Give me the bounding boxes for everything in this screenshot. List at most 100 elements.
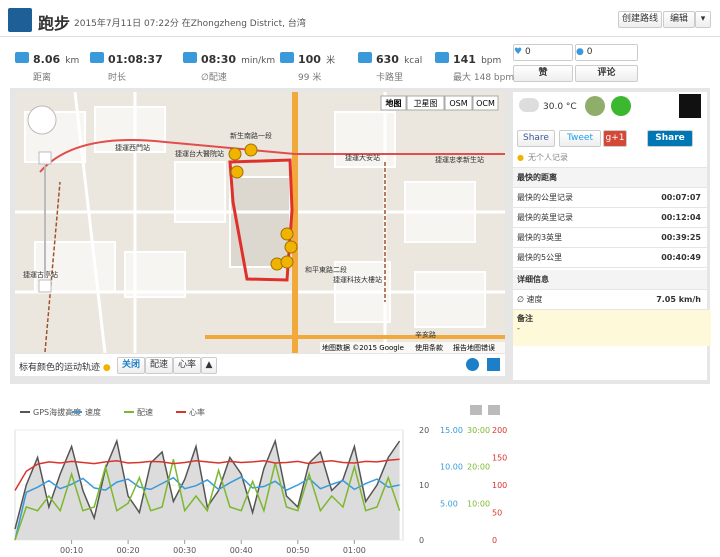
map-label: 捷運忠孝新生站 xyxy=(435,155,484,164)
map-type-button[interactable] xyxy=(444,95,473,111)
map-label: 辛亥路 xyxy=(415,330,436,339)
app-icon xyxy=(8,8,32,32)
stat-icon xyxy=(435,52,449,63)
stat-unit: kcal xyxy=(404,56,423,66)
stat: 141 bpm 最大 148 bpm xyxy=(435,48,514,83)
like-button[interactable]: 赞 xyxy=(513,65,573,82)
create-route-button[interactable]: 创建路线 xyxy=(618,11,662,28)
y-tick-label: 30:00 xyxy=(467,426,490,435)
map-label: 捷運台大醫院站 xyxy=(175,149,224,158)
stat-label: ∅配速 xyxy=(201,73,227,83)
stat-value: 141 xyxy=(453,53,476,66)
zoom-in[interactable] xyxy=(38,151,52,165)
detail-row: ∅ 速度 7.05 km/h xyxy=(513,290,707,310)
record-time: 00:07:07 xyxy=(661,193,701,202)
stat-icon xyxy=(358,52,372,63)
comments: 0 xyxy=(586,47,593,57)
y-tick-label: 10.00 xyxy=(440,463,463,472)
map-footer[interactable]: 使用条款 xyxy=(415,343,443,352)
subtitle: 2015年7月11日 07:22分 在Zhongzheng District, … xyxy=(74,19,306,29)
map: 捷運西門站 捷運台大醫院站 新生南路一段 捷運大安站 捷運科技大樓站 和平東路二… xyxy=(15,92,505,353)
zoom-out[interactable] xyxy=(38,279,52,293)
map-type-button[interactable] xyxy=(406,95,445,111)
record-row: 最快的3英里 00:39:25 xyxy=(513,228,707,248)
pan-control[interactable] xyxy=(27,105,57,135)
stat-unit: min/km xyxy=(241,56,276,66)
y-tick-label: 150 xyxy=(492,454,507,463)
y-tick-label: 0 xyxy=(492,536,497,545)
record-row: 最快的公里记录 00:07:07 xyxy=(513,188,707,208)
stat-unit: 米 xyxy=(326,56,336,66)
map-type-button[interactable] xyxy=(380,95,407,111)
title: 跑步 xyxy=(38,14,71,33)
stat-label: 时长 xyxy=(108,73,127,83)
stat-value: 630 xyxy=(376,53,399,66)
mood xyxy=(611,96,631,116)
print-icon[interactable] xyxy=(470,405,482,415)
stat-unit: bpm xyxy=(481,56,502,66)
x-tick-label: 00:30 xyxy=(173,546,196,555)
track-off[interactable]: 关闭 xyxy=(117,357,145,374)
comment-button[interactable]: 评论 xyxy=(575,65,638,82)
fb-share[interactable]: Share xyxy=(517,130,555,147)
menu-button[interactable]: ▾ xyxy=(695,11,711,28)
map-type-label: OSM xyxy=(449,99,467,108)
download-icon[interactable] xyxy=(488,405,500,415)
stat-icon xyxy=(15,52,29,63)
stat: 08:30 min/km ∅配速 xyxy=(183,48,275,83)
stat-value: 08:30 xyxy=(201,53,237,66)
x-tick-label: 00:20 xyxy=(117,546,140,555)
tweet[interactable]: Tweet xyxy=(559,130,601,147)
map-type-button[interactable] xyxy=(472,95,499,111)
series-line xyxy=(14,458,400,491)
record-name: 最快的公里记录 xyxy=(517,193,573,202)
stat: 100 米 99 米 xyxy=(280,48,335,83)
stat-label: 距离 xyxy=(33,73,52,83)
sport-badge xyxy=(679,94,701,118)
stat-icon xyxy=(90,52,104,63)
personal: 无个人记录 xyxy=(527,153,568,162)
stat-icon xyxy=(183,52,197,63)
settings-icon[interactable] xyxy=(466,358,479,371)
y-tick-label: 5.00 xyxy=(440,499,458,508)
record-time: 00:39:25 xyxy=(661,233,701,242)
edit-button[interactable]: 编辑 xyxy=(663,11,695,28)
weather-icon xyxy=(519,98,539,112)
detail-name: ∅ 速度 xyxy=(517,295,543,304)
y-tick-label: 200 xyxy=(492,426,507,435)
record-name: 最快的5公里 xyxy=(517,253,563,262)
y-tick-label: 10 xyxy=(419,481,429,490)
map-footer: 地图数据 ©2015 Google xyxy=(322,343,404,352)
y-tick-label: 0 xyxy=(419,536,424,545)
legend-label: 心率 xyxy=(189,407,205,417)
y-tick-label: 50 xyxy=(492,509,502,518)
chart: 0 10 20 5.00 10.00 15.00 10:00 20:00 30:00 0 50 100… xyxy=(14,407,507,555)
map-footer[interactable]: 报告地图错误 xyxy=(453,343,495,352)
stat-value: 8.06 xyxy=(33,53,61,66)
stat: 630 kcal 卡路里 xyxy=(358,48,422,83)
record-time: 00:40:49 xyxy=(661,253,701,262)
x-tick-label: 00:50 xyxy=(286,546,309,555)
track-label-text: 标有颜色的运动轨迹 xyxy=(19,363,101,373)
track-toggle[interactable]: ▲ xyxy=(201,357,217,374)
records-title: 最快的距离 xyxy=(513,168,707,188)
legend-label: 配速 xyxy=(137,408,153,417)
track-pace[interactable]: 配速 xyxy=(145,357,173,374)
track-hr[interactable]: 心率 xyxy=(173,357,201,374)
linkedin-share[interactable]: Share xyxy=(647,130,693,147)
stat-label: 最大 148 bpm xyxy=(453,73,515,83)
comments-box: ● 0 xyxy=(575,44,638,61)
gplus[interactable]: g+1 xyxy=(603,130,627,147)
stat-label: 99 米 xyxy=(298,73,322,83)
stat-icon xyxy=(280,52,294,63)
map-label: 捷運大安站 xyxy=(345,153,380,162)
track-label: 标有颜色的运动轨迹 ● xyxy=(19,363,111,373)
fullscreen-icon[interactable] xyxy=(487,358,500,371)
stat-unit: km xyxy=(65,56,80,66)
legend-label: 速度 xyxy=(85,407,101,417)
record-row: 最快的英里记录 00:12:04 xyxy=(513,208,707,228)
likes-box: ♥ 0 xyxy=(513,44,573,61)
map-label: 捷運古亭站 xyxy=(23,270,58,279)
notes-text: - xyxy=(517,324,520,333)
